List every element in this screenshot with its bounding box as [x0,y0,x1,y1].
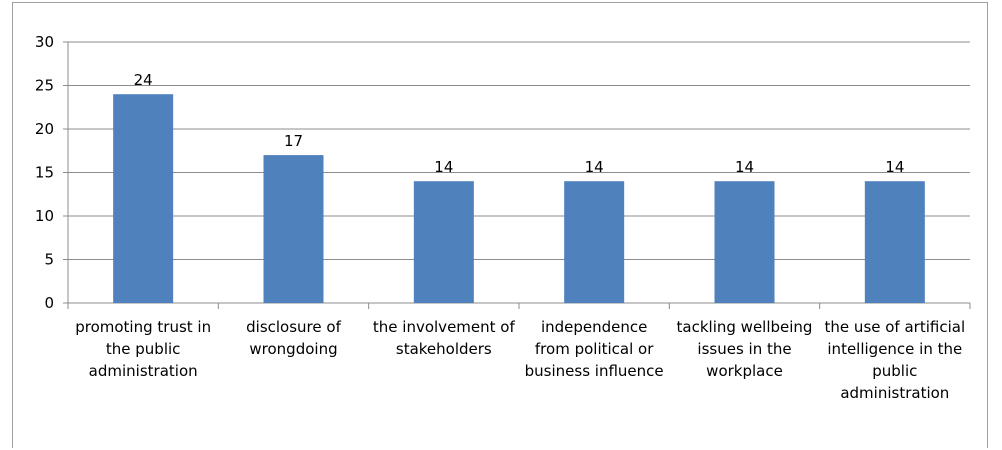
bar [263,155,324,303]
x-tick-label: tackling wellbeing issues in the workpla… [676,318,813,380]
y-tick-label: 0 [44,294,54,312]
x-tick-label: disclosure of wrongdoing [246,318,341,358]
y-tick-label: 25 [35,77,54,95]
bar [113,94,174,303]
y-tick-label: 20 [35,120,54,138]
bar [864,181,925,303]
value-label: 14 [885,158,904,176]
value-label: 14 [585,158,604,176]
value-label: 24 [134,71,153,89]
value-label: 14 [735,158,754,176]
x-tick-label: the involvement of stakeholders [372,318,515,358]
x-tick-label: independence from political or business … [524,318,664,380]
y-tick-label: 5 [44,251,54,269]
bar [564,181,625,303]
value-label: 17 [284,132,303,150]
bar [714,181,775,303]
chart-frame [12,2,988,448]
x-tick-label: the use of artificial intelligence in th… [824,318,966,402]
y-tick-label: 30 [35,33,54,51]
y-tick-label: 10 [35,207,54,225]
y-tick-label: 15 [35,164,54,182]
value-label: 14 [434,158,453,176]
bar [413,181,474,303]
x-tick-label: promoting trust in the public administra… [75,318,212,380]
